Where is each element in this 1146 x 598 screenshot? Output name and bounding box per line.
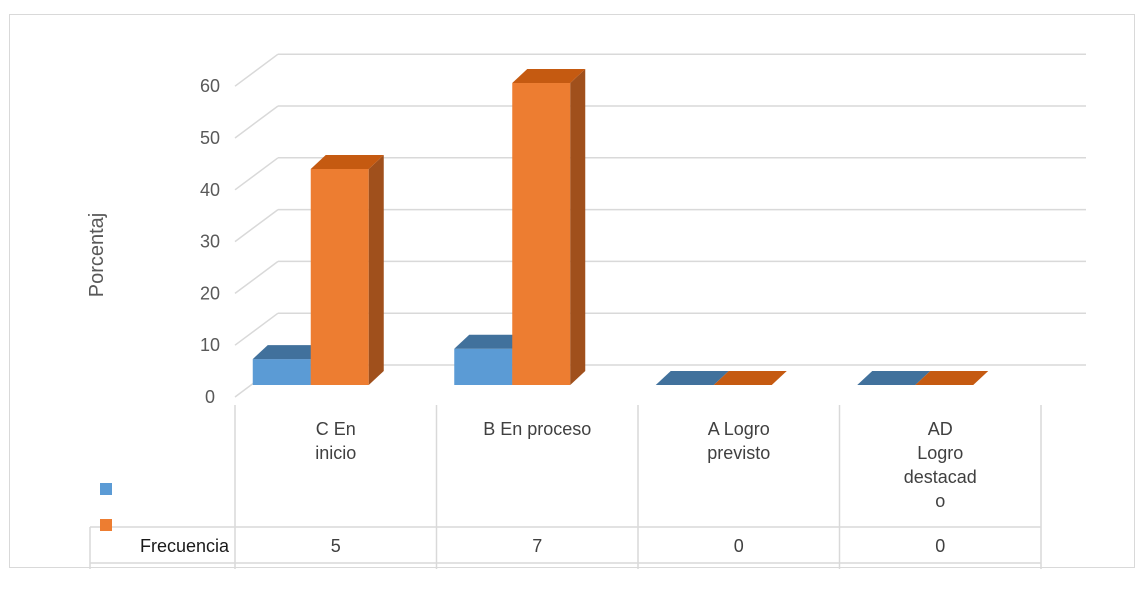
table-row-label: Frecuencia	[140, 536, 230, 556]
gridline-side	[234, 208, 279, 243]
y-tick-label: 50	[200, 128, 220, 148]
y-tick-label: 30	[200, 232, 220, 252]
gridlines	[234, 53, 1086, 398]
gridline-side	[234, 260, 279, 295]
bar-top	[655, 371, 729, 385]
gridline-side	[234, 53, 279, 87]
y-tick-label: 20	[200, 283, 220, 303]
y-tick-label: 10	[200, 335, 220, 355]
chart-frame: 0 10 20 30 40 50 60 Porcentaj C En inicio B En p…	[9, 14, 1135, 569]
y-tick-label: 0	[205, 387, 215, 407]
bar-front	[252, 359, 311, 385]
table-cell-value: 7	[532, 536, 542, 556]
bars	[252, 69, 989, 386]
y-tick-label: 40	[200, 180, 220, 200]
y-tick-label: 60	[200, 76, 220, 96]
gridline-side	[234, 157, 279, 191]
y-axis-label: Porcentaj	[86, 213, 108, 298]
bar-top	[915, 371, 989, 385]
legend-key-porcentaje	[100, 519, 112, 531]
bar-top	[512, 69, 586, 84]
table-cell-value: 5	[331, 536, 341, 556]
bar-top	[713, 371, 787, 385]
data-table: C En inicio B En proceso A Logro previsto AD L…	[89, 405, 1042, 569]
bar-top	[454, 334, 528, 349]
bar-front	[310, 168, 369, 385]
bar-side	[368, 154, 384, 385]
category-label: C En inicio	[315, 419, 356, 463]
bar-side	[570, 69, 586, 386]
category-label: A Logro previsto	[707, 419, 770, 463]
gridline-side	[234, 105, 279, 139]
gridline-side	[234, 312, 279, 346]
bar-top	[310, 154, 384, 169]
table-cell-value: 0	[935, 536, 945, 556]
y-axis-ticks: 0 10 20 30 40 50 60	[200, 76, 220, 407]
bar-top	[252, 345, 326, 360]
category-label: B En proceso	[483, 419, 591, 439]
bar-top	[857, 371, 931, 385]
category-label: AD Logro destacad o	[904, 419, 977, 511]
table-cell-value: 0	[734, 536, 744, 556]
bar-front	[512, 83, 571, 386]
legend-key-frecuencia	[100, 483, 112, 495]
bar-front	[454, 348, 513, 385]
